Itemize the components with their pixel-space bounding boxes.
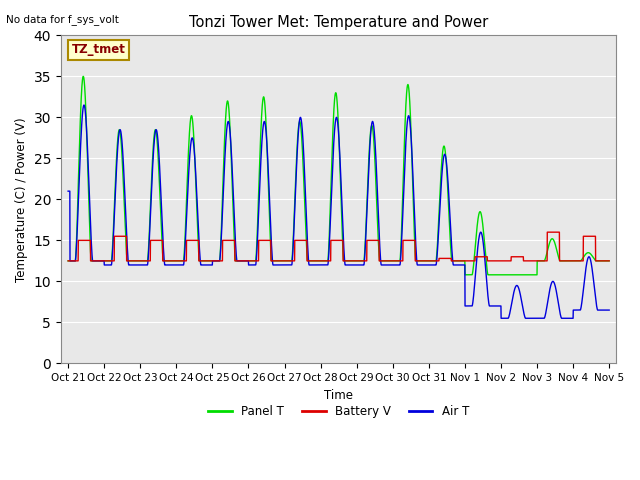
Y-axis label: Temperature (C) / Power (V): Temperature (C) / Power (V) [15, 117, 28, 282]
X-axis label: Time: Time [324, 389, 353, 402]
Text: TZ_tmet: TZ_tmet [72, 43, 126, 56]
Legend: Panel T, Battery V, Air T: Panel T, Battery V, Air T [204, 401, 474, 423]
Title: Tonzi Tower Met: Temperature and Power: Tonzi Tower Met: Temperature and Power [189, 15, 488, 30]
Text: No data for f_sys_volt: No data for f_sys_volt [6, 14, 119, 25]
